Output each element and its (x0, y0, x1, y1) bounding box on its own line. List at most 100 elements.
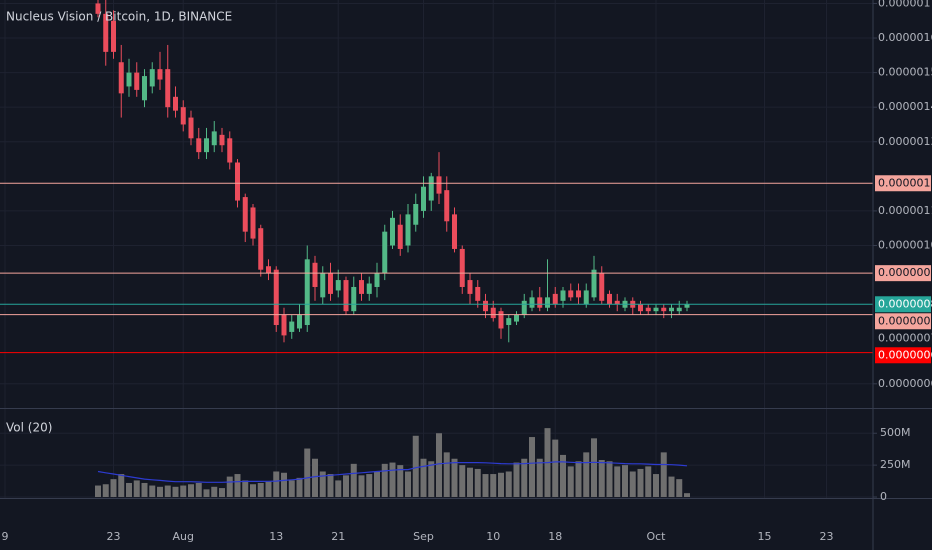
candle-body (599, 273, 605, 301)
x-tick-label: 9 (1, 530, 8, 543)
x-tick-label: Sep (413, 530, 434, 543)
candle-body (513, 314, 519, 322)
volume-bar (280, 472, 287, 497)
candle-body (575, 290, 581, 298)
volume-bar (218, 488, 225, 497)
volume-bar (676, 479, 683, 497)
y-tick-label: 0.00000140 (878, 100, 932, 113)
candle-body (397, 224, 403, 249)
candle-body (521, 300, 527, 315)
volume-bar (536, 458, 543, 497)
candle-body (498, 311, 504, 329)
volume-bar (234, 474, 241, 497)
candle-body (134, 72, 140, 90)
candle-body (351, 286, 357, 312)
y-tick-label: 0.00000110 (878, 204, 932, 217)
level-label: 0.00000080 (878, 314, 932, 327)
volume-bar (149, 485, 156, 497)
volume-pane (94, 428, 690, 497)
volume-bar (598, 460, 605, 497)
candle-body (475, 286, 481, 301)
y-tick-label: 0 (880, 490, 887, 503)
volume-bar (614, 466, 621, 497)
volume-bar (621, 465, 628, 497)
volume-bar (133, 480, 140, 497)
y-tick-label: 0.00000060 (878, 377, 932, 390)
volume-bar (358, 475, 365, 497)
candle-body (312, 262, 318, 287)
x-tick-label: 23 (819, 530, 833, 543)
y-tick-label: 0.00000150 (878, 66, 932, 79)
candle-body (188, 117, 194, 139)
level-label: 0.00000083 (878, 297, 932, 310)
candle-body (482, 300, 488, 312)
candle-body (606, 293, 612, 305)
volume-bar (404, 471, 411, 497)
candle-body (544, 297, 550, 308)
chart-title: Nucleus Vision / Bitcoin, 1D, BINANCE (6, 10, 232, 24)
volume-bar (528, 437, 535, 497)
volume-bar (606, 461, 613, 497)
x-tick-label: 10 (486, 530, 500, 543)
candle-body (614, 300, 620, 305)
volume-bar (381, 463, 388, 497)
candle-body (281, 314, 287, 336)
candle-body (684, 304, 690, 308)
volume-bar (629, 471, 636, 497)
candle-body (467, 280, 473, 294)
volume-bar (94, 485, 101, 497)
candle-body (413, 204, 419, 225)
volume-bar (474, 468, 481, 497)
candle-body (591, 269, 597, 298)
volume-bar (273, 471, 280, 497)
volume-title: Vol (20) (6, 421, 52, 435)
level-label: 0.00000092 (878, 266, 932, 279)
volume-bar (652, 474, 659, 497)
volume-bar (288, 480, 295, 497)
volume-bar (141, 482, 148, 497)
volume-bar (164, 485, 171, 497)
candle-body (645, 307, 651, 312)
volume-bar (466, 467, 473, 497)
volume-bar (366, 474, 373, 497)
volume-bar (637, 468, 644, 497)
candle-body (304, 259, 310, 326)
volume-bar (350, 463, 357, 497)
volume-bar (559, 454, 566, 497)
candle-body (490, 307, 496, 319)
volume-bar (249, 484, 256, 497)
volume-bar (311, 458, 318, 497)
candle-body (637, 304, 643, 312)
candle-body (560, 290, 566, 301)
candle-body (382, 231, 388, 274)
volume-bar (660, 452, 667, 497)
candle-body (242, 197, 248, 232)
candle-body (258, 228, 264, 270)
volume-bar (110, 479, 117, 497)
candle-body (668, 307, 674, 312)
candle-body (459, 248, 465, 287)
candle-body (320, 273, 326, 298)
candle-body (250, 207, 256, 239)
volume-bar (125, 482, 132, 497)
candle-body (227, 138, 233, 163)
volume-bar (513, 462, 520, 497)
volume-bar (304, 448, 311, 497)
volume-bar (211, 486, 218, 497)
volume-bar (180, 485, 187, 497)
y-tick-label: 250M (880, 458, 911, 471)
volume-bar (567, 466, 574, 497)
candle-body (327, 273, 333, 294)
volume-bar (187, 484, 194, 497)
x-tick-label: Aug (173, 530, 194, 543)
volume-bar (490, 474, 497, 497)
volume-bar (242, 480, 249, 497)
level-label: 0.00000069 (878, 348, 932, 361)
volume-bar (373, 471, 380, 497)
volume-bar (482, 474, 489, 497)
candle-body (451, 214, 457, 249)
volume-bar (521, 458, 528, 497)
candle-body (265, 266, 271, 274)
volume-bar (575, 461, 582, 497)
